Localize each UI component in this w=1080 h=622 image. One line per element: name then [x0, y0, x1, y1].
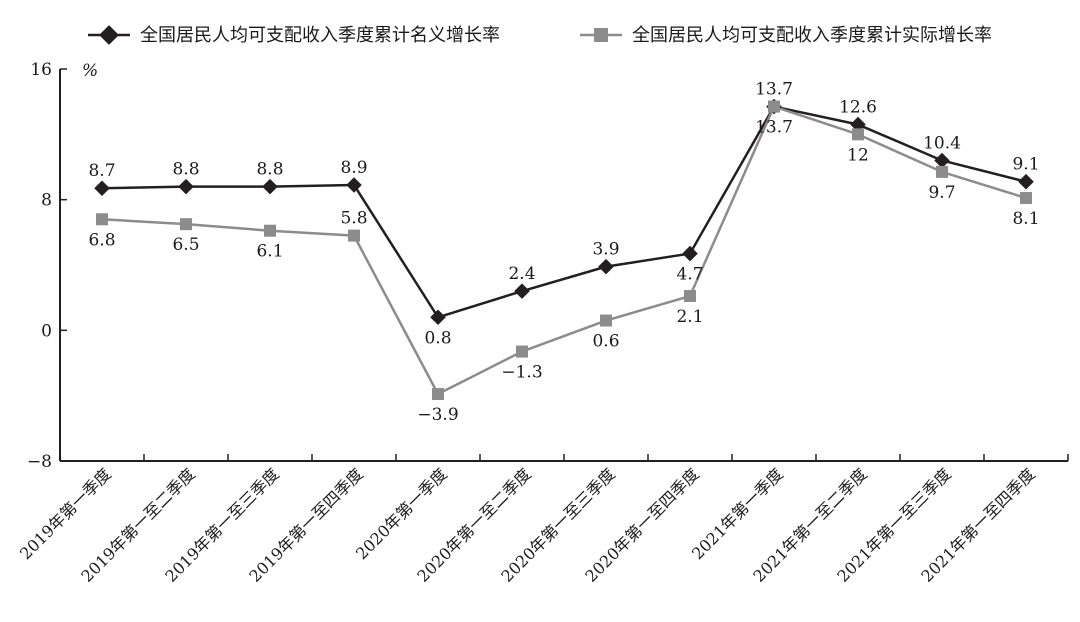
data-point-diamond: [682, 245, 698, 262]
x-tick-label: 2021年第一季度: [688, 464, 787, 563]
data-label: 8.1: [1012, 209, 1039, 229]
data-point-square: [432, 388, 444, 401]
data-label: 9.1: [1012, 155, 1039, 175]
data-label: 12.6: [839, 98, 877, 118]
legend-item-nominal: 全国居民人均可支配收入季度累计名义增长率: [88, 25, 500, 46]
legend-label-real: 全国居民人均可支配收入季度累计实际增长率: [632, 25, 992, 46]
y-tick-label: 8: [41, 191, 52, 211]
y-axis-unit: %: [82, 61, 98, 81]
data-label: 4.7: [676, 265, 703, 285]
data-point-square: [684, 290, 696, 303]
data-label: 3.9: [592, 240, 619, 260]
series-line-1: [101, 105, 1027, 396]
x-tick-label: 2019年第一季度: [16, 464, 115, 563]
legend-marker-nominal: [99, 25, 119, 45]
data-labels: 8.7 8.8 8.8 8.9 0.8 2.4 3.9 4.7 13.7 12.6 10.4 9.1 6…: [88, 80, 1039, 425]
series-markers: [94, 98, 1034, 401]
legend: 全国居民人均可支配收入季度累计名义增长率 全国居民人均可支配收入季度累计实际增长…: [88, 25, 992, 46]
data-point-diamond: [346, 177, 362, 193]
series-lines: [101, 105, 1027, 396]
data-point-diamond: [598, 258, 614, 275]
data-label: 8.8: [172, 160, 199, 180]
data-label: 8.9: [340, 158, 367, 178]
data-label: 12: [847, 145, 869, 165]
series-line-0: [101, 105, 1027, 319]
data-point-square: [348, 229, 360, 242]
data-label: 10.4: [923, 133, 961, 153]
data-label: 0.6: [592, 332, 619, 352]
data-point-square: [180, 218, 192, 231]
data-point-diamond: [1018, 173, 1034, 190]
data-point-diamond: [430, 309, 446, 326]
data-label: 6.5: [172, 235, 199, 255]
data-point-square: [600, 314, 612, 327]
data-label: 8.8: [256, 160, 283, 180]
x-axis-ticks: 2019年第一季度2019年第一至二季度2019年第一至三季度2019年第一至四…: [16, 454, 1069, 586]
data-label: 6.8: [88, 230, 115, 250]
data-label: 9.7: [928, 183, 955, 203]
data-point-diamond: [934, 152, 950, 169]
y-tick-label: 16: [30, 60, 52, 80]
legend-marker-real: [594, 28, 608, 42]
data-point-diamond: [178, 178, 194, 195]
data-point-square: [264, 224, 276, 237]
data-point-square: [516, 345, 528, 358]
data-label: 6.1: [256, 242, 283, 262]
data-point-square: [96, 213, 108, 226]
data-label: −1.3: [501, 363, 542, 383]
data-point-diamond: [514, 283, 530, 299]
data-point-square: [1020, 192, 1032, 205]
x-tick-label: 2020年第一季度: [352, 464, 451, 563]
y-tick-label: 0: [41, 321, 52, 341]
legend-item-real: 全国居民人均可支配收入季度累计实际增长率: [580, 25, 992, 46]
y-tick-label: −8: [27, 452, 52, 472]
y-axis-ticks: 16 8 0 −8: [27, 60, 67, 472]
data-point-square: [936, 165, 948, 178]
data-label: 0.8: [424, 328, 451, 348]
data-point-diamond: [262, 178, 278, 195]
axes: [59, 69, 1068, 462]
data-label: 13.7: [755, 118, 793, 138]
data-label: 2.4: [508, 264, 535, 284]
legend-label-nominal: 全国居民人均可支配收入季度累计名义增长率: [140, 25, 500, 46]
data-point-square: [768, 100, 780, 113]
data-label: 5.8: [340, 209, 367, 229]
data-point-diamond: [94, 180, 110, 197]
data-label: 2.1: [676, 307, 703, 327]
data-point-square: [852, 128, 864, 141]
data-label: 13.7: [755, 80, 793, 100]
data-label: 8.7: [88, 161, 115, 181]
data-label: −3.9: [417, 405, 458, 425]
